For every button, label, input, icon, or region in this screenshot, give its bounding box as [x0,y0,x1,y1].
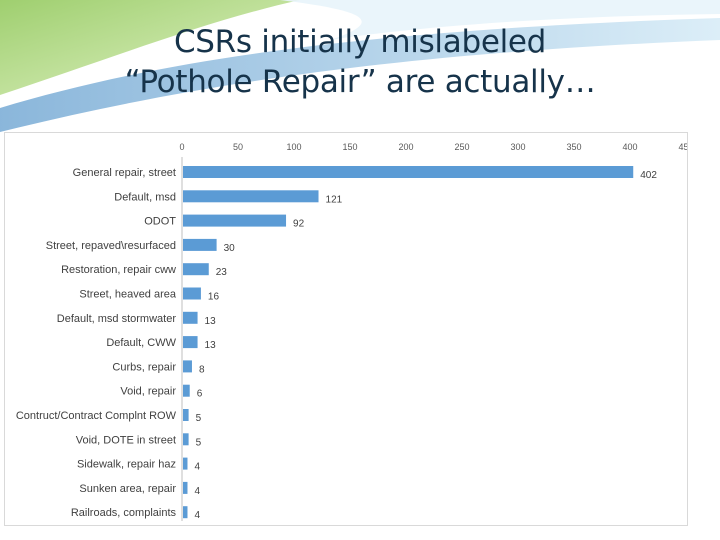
bar [183,409,189,421]
bar [183,506,188,519]
bar [183,214,287,227]
value-label: 6 [197,389,203,400]
value-label: 121 [326,194,343,205]
value-label: 16 [208,292,220,303]
value-label: 30 [224,243,236,254]
category-label: ODOT [144,216,176,228]
value-label: 23 [216,267,228,278]
category-label: Default, CWW [106,337,176,349]
slide-title-line-1: CSRs initially mislabeled [173,24,547,60]
bar [183,238,217,251]
value-label: 4 [194,486,200,497]
chart-frame: 0 50 100 150 200 250 300 350 400 450 General repai… [4,132,688,526]
bar [183,311,198,324]
x-tick-label: 100 [286,142,301,152]
value-label: 13 [205,316,217,327]
x-tick-label: 200 [398,142,413,152]
bar [183,263,209,276]
category-label: Street, repaved\resurfaced [46,240,176,252]
category-label: Sunken area, repair [79,483,176,495]
header-swoosh-green [0,0,300,95]
x-tick-label: 300 [510,142,525,152]
value-label: 4 [194,462,200,473]
category-label: Void, DOTE in street [76,434,176,446]
value-label: 402 [640,170,657,181]
x-tick-label: 150 [342,142,357,152]
x-tick-label: 350 [566,142,581,152]
slide-title-line-2: “Pothole Repair” are actually… [124,64,596,100]
bar [183,287,201,300]
bar [183,336,198,349]
category-label: Restoration, repair cww [61,264,176,276]
value-label: 5 [196,437,202,448]
category-label: General repair, street [73,167,176,179]
category-label: Street, heaved area [79,289,177,301]
value-label: 5 [196,413,202,424]
value-label: 4 [194,510,200,521]
slide-title: CSRs initially mislabeled “Pothole Repai… [0,22,720,102]
bar [183,433,189,446]
x-tick-label: 50 [233,142,243,152]
bar-chart: 0 50 100 150 200 250 300 350 400 450 General repai… [16,142,687,521]
bar [183,384,190,397]
category-label: Contruct/Contract Complnt ROW [16,410,177,422]
value-label: 92 [293,219,305,230]
x-tick-label: 450 [678,142,687,152]
header-swoosh-light [280,0,720,40]
bar [183,166,634,178]
bar [183,457,188,470]
value-label: 8 [199,364,205,375]
x-tick-label: 0 [179,142,184,152]
category-label: Default, msd [114,191,176,203]
bar [183,360,192,373]
value-label: 13 [205,340,217,351]
x-tick-label: 400 [622,142,637,152]
category-label: Void, repair [120,386,176,398]
x-tick-label: 250 [454,142,469,152]
category-label: Default, msd stormwater [57,313,177,325]
bar [183,190,319,203]
category-label: Curbs, repair [112,361,176,373]
header-swoosh-blue [0,18,720,132]
bar [183,481,188,494]
category-label: Railroads, complaints [71,507,177,519]
category-label: Sidewalk, repair haz [77,459,176,471]
